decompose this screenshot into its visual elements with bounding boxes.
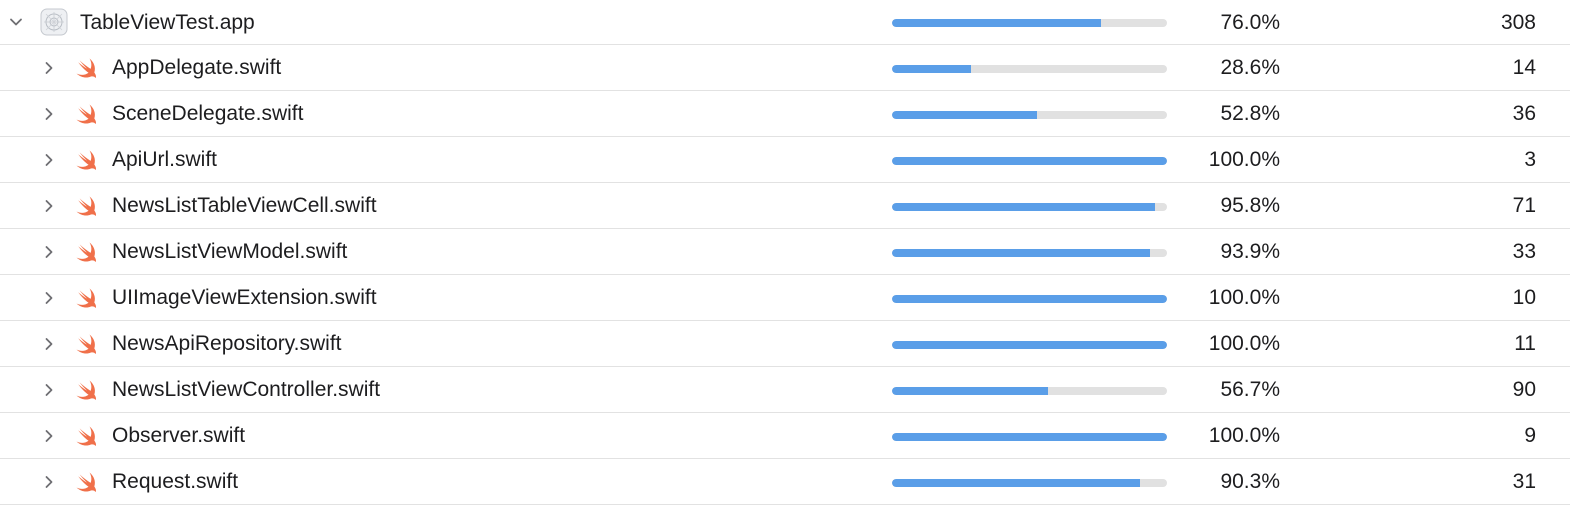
target-name: TableViewTest.app	[80, 11, 255, 34]
coverage-percent: 52.8%	[1220, 102, 1280, 125]
coverage-bar-fill	[892, 157, 1167, 165]
coverage-percent: 100.0%	[1208, 148, 1280, 171]
line-count: 14	[1512, 56, 1536, 79]
file-name: NewsListViewController.swift	[112, 378, 381, 401]
coverage-bar	[892, 433, 1167, 441]
coverage-bar-fill	[892, 341, 1167, 349]
coverage-percent: 93.9%	[1220, 240, 1280, 263]
chevron-down-icon[interactable]	[5, 11, 27, 33]
line-count: 71	[1512, 194, 1536, 217]
coverage-table: TableViewTest.app 76.0% 308 AppDelegate.…	[0, 0, 1570, 505]
chevron-right-icon[interactable]	[38, 333, 60, 355]
coverage-bar	[892, 157, 1167, 165]
coverage-bar-fill	[892, 295, 1167, 303]
swift-icon	[72, 284, 100, 312]
swift-icon	[72, 100, 100, 128]
coverage-bar-fill	[892, 387, 1048, 395]
coverage-bar-fill	[892, 19, 1101, 27]
file-row[interactable]: Request.swift 90.3% 31	[0, 459, 1570, 505]
coverage-bar-fill	[892, 479, 1141, 487]
line-count: 10	[1512, 286, 1536, 309]
chevron-right-icon[interactable]	[38, 103, 60, 125]
chevron-right-icon[interactable]	[38, 471, 60, 493]
file-name: UIImageViewExtension.swift	[112, 286, 377, 309]
coverage-bar-fill	[892, 111, 1038, 119]
chevron-right-icon[interactable]	[38, 425, 60, 447]
line-count: 11	[1514, 332, 1536, 355]
coverage-bar	[892, 111, 1167, 119]
coverage-bar	[892, 203, 1167, 211]
coverage-percent: 56.7%	[1220, 378, 1280, 401]
coverage-percent: 100.0%	[1208, 424, 1280, 447]
coverage-bar	[892, 19, 1167, 27]
line-count: 90	[1512, 378, 1536, 401]
file-name: NewsListViewModel.swift	[112, 240, 348, 263]
chevron-right-icon[interactable]	[38, 379, 60, 401]
file-row[interactable]: Observer.swift 100.0% 9	[0, 413, 1570, 459]
coverage-bar-fill	[892, 249, 1151, 257]
file-row[interactable]: ApiUrl.swift 100.0% 3	[0, 137, 1570, 183]
file-name: AppDelegate.swift	[112, 56, 282, 79]
swift-icon	[72, 376, 100, 404]
line-count: 9	[1524, 424, 1536, 447]
file-name: SceneDelegate.swift	[112, 102, 304, 125]
file-row[interactable]: NewsListTableViewCell.swift 95.8% 71	[0, 183, 1570, 229]
line-count: 36	[1512, 102, 1536, 125]
coverage-percent: 28.6%	[1220, 56, 1280, 79]
target-row[interactable]: TableViewTest.app 76.0% 308	[0, 0, 1570, 45]
file-name: Request.swift	[112, 470, 239, 493]
coverage-percent: 100.0%	[1208, 286, 1280, 309]
swift-icon	[72, 468, 100, 496]
swift-icon	[72, 54, 100, 82]
file-row[interactable]: NewsApiRepository.swift 100.0% 11	[0, 321, 1570, 367]
line-count: 308	[1500, 11, 1536, 34]
file-name: NewsListTableViewCell.swift	[112, 194, 377, 217]
line-count: 33	[1512, 240, 1536, 263]
coverage-percent: 90.3%	[1220, 470, 1280, 493]
coverage-percent: 100.0%	[1208, 332, 1280, 355]
coverage-bar	[892, 295, 1167, 303]
chevron-right-icon[interactable]	[38, 57, 60, 79]
file-name: NewsApiRepository.swift	[112, 332, 342, 355]
swift-icon	[72, 422, 100, 450]
chevron-right-icon[interactable]	[38, 149, 60, 171]
coverage-bar	[892, 249, 1167, 257]
file-name: Observer.swift	[112, 424, 246, 447]
chevron-right-icon[interactable]	[38, 287, 60, 309]
file-row[interactable]: SceneDelegate.swift 52.8% 36	[0, 91, 1570, 137]
coverage-bar	[892, 341, 1167, 349]
file-row[interactable]: NewsListViewModel.swift 93.9% 33	[0, 229, 1570, 275]
file-row[interactable]: UIImageViewExtension.swift 100.0% 10	[0, 275, 1570, 321]
coverage-percent: 76.0%	[1220, 11, 1280, 34]
line-count: 31	[1512, 470, 1536, 493]
app-target-icon	[40, 8, 68, 36]
coverage-bar	[892, 479, 1167, 487]
swift-icon	[72, 192, 100, 220]
chevron-right-icon[interactable]	[38, 195, 60, 217]
coverage-bar-fill	[892, 65, 971, 73]
line-count: 3	[1524, 148, 1536, 171]
swift-icon	[72, 238, 100, 266]
swift-icon	[72, 330, 100, 358]
coverage-bar	[892, 65, 1167, 73]
file-row[interactable]: AppDelegate.swift 28.6% 14	[0, 45, 1570, 91]
coverage-bar	[892, 387, 1167, 395]
coverage-percent: 95.8%	[1220, 194, 1280, 217]
coverage-bar-fill	[892, 433, 1167, 441]
file-name: ApiUrl.swift	[112, 148, 218, 171]
swift-icon	[72, 146, 100, 174]
file-row[interactable]: NewsListViewController.swift 56.7% 90	[0, 367, 1570, 413]
coverage-bar-fill	[892, 203, 1156, 211]
chevron-right-icon[interactable]	[38, 241, 60, 263]
